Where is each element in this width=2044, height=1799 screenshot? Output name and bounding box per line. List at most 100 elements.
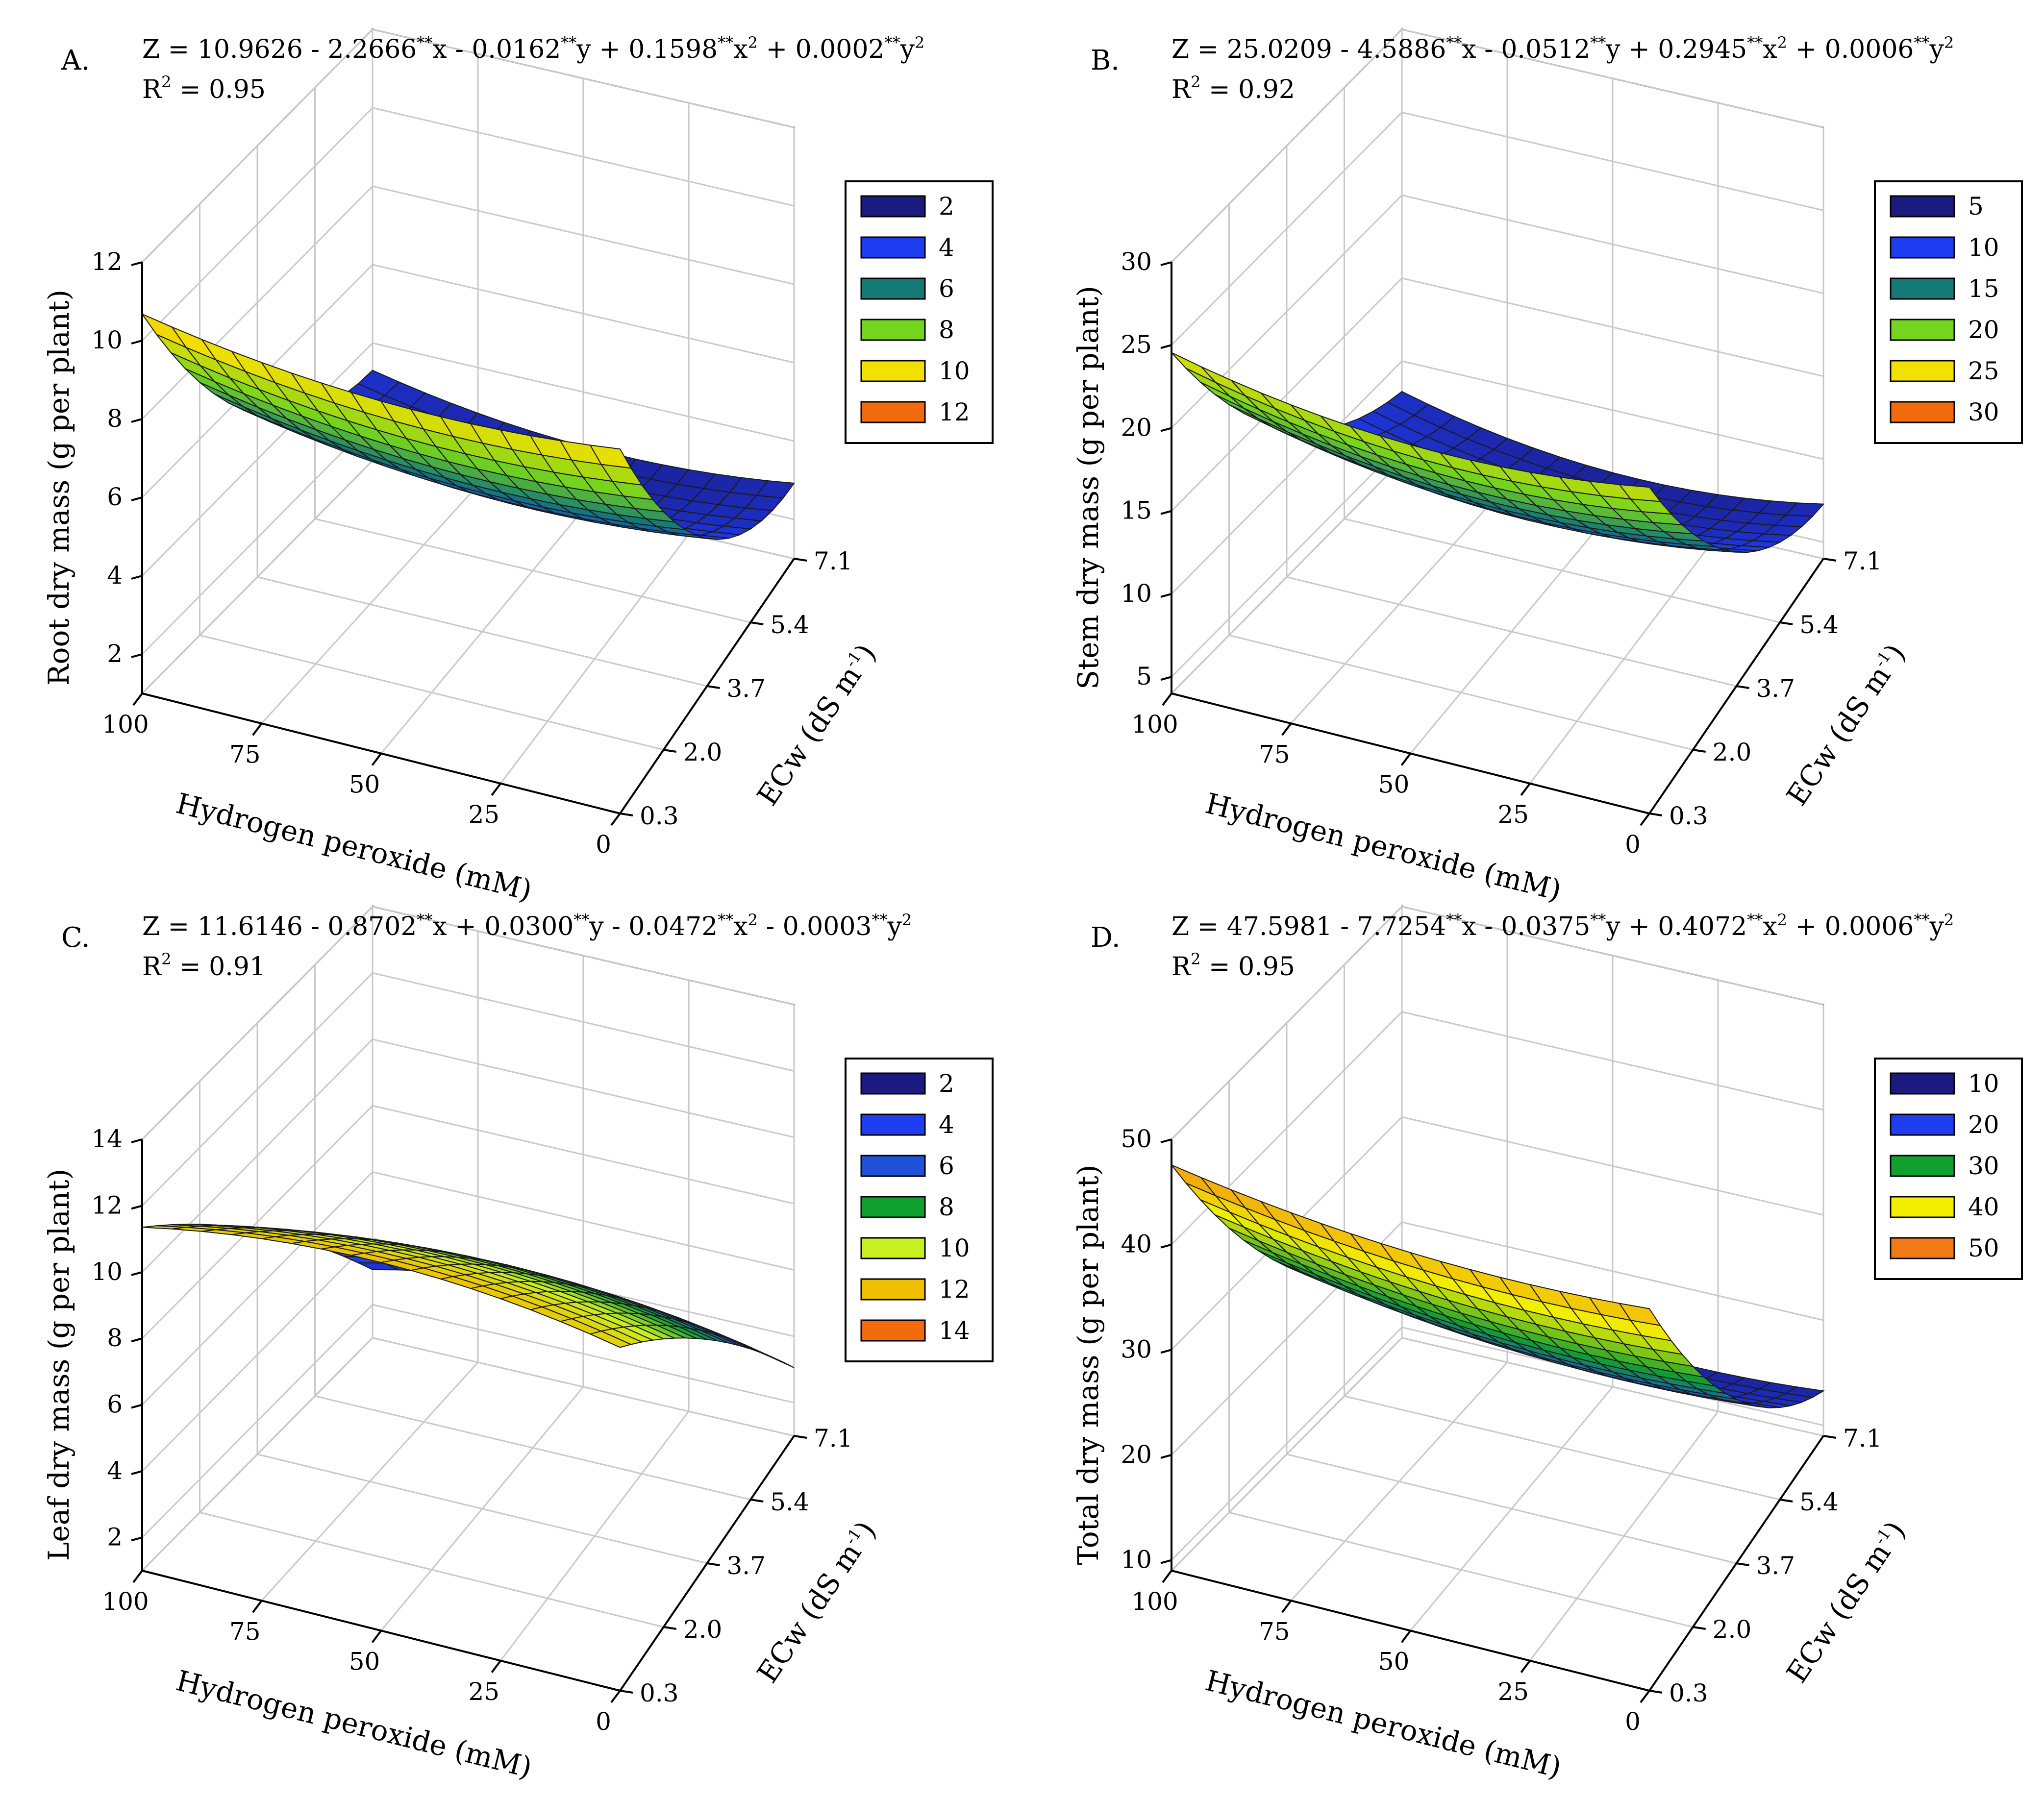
r2-prefix: R xyxy=(1172,75,1192,104)
equation-part: y + 0.1598 xyxy=(576,35,718,64)
legend-label: 10 xyxy=(939,357,970,385)
equation-part: ** xyxy=(872,911,888,929)
legend-label: 12 xyxy=(939,398,970,426)
z-tick-label: 6 xyxy=(107,1390,123,1419)
equation-part: x - 0.0375 xyxy=(1462,912,1590,941)
equation-part: 2 xyxy=(1777,911,1787,929)
panel-B-surface xyxy=(1171,352,1825,553)
ecw-tick-label: 5.4 xyxy=(770,611,809,639)
ecw-tick-label: 7.1 xyxy=(1843,547,1882,575)
z-tick-label: 20 xyxy=(1121,1440,1152,1469)
z-tick-label: 4 xyxy=(107,1456,123,1485)
h2o2-floor-gridline xyxy=(141,1337,374,1572)
surface-patch xyxy=(589,1331,633,1348)
z-tick xyxy=(131,1205,143,1210)
h2o2-tick xyxy=(1162,1570,1172,1583)
surface-patch xyxy=(589,444,632,469)
ecw-tick-label: 3.7 xyxy=(1756,1552,1795,1580)
legend-swatch xyxy=(860,401,926,423)
r2-value: = 0.91 xyxy=(172,952,266,982)
ecw-tick xyxy=(750,621,764,625)
equation-part: ** xyxy=(718,33,733,52)
h2o2-tick xyxy=(371,753,382,766)
h2o2-tick xyxy=(132,692,143,706)
legend-swatch xyxy=(860,1072,926,1095)
legend-label: 20 xyxy=(1968,316,1999,344)
r2-exp: 2 xyxy=(1191,950,1200,968)
z-tick-label: 12 xyxy=(91,1191,123,1219)
h2o2-floor-gridline xyxy=(1529,1411,1719,1661)
legend-swatch xyxy=(860,1237,926,1259)
z-tick xyxy=(131,1271,143,1276)
z-tick xyxy=(1160,427,1172,432)
equation-part: ** xyxy=(561,33,576,52)
z-axis-title: Total dry mass (g per plant) xyxy=(1072,1165,1105,1565)
r2-exp: 2 xyxy=(1191,73,1200,91)
legend-label: 30 xyxy=(1968,398,1999,426)
equation-part: Z = 25.0209 - 4.5886 xyxy=(1172,35,1446,64)
h2o2-floor-gridline xyxy=(141,460,374,694)
h2o2-tick-label: 25 xyxy=(1497,800,1529,829)
h2o2-floor-gridline xyxy=(261,484,479,724)
z-tick-label: 12 xyxy=(91,247,123,276)
equation-part: y xyxy=(900,35,915,64)
h2o2-tick-label: 50 xyxy=(1378,770,1410,799)
equation-part: 2 xyxy=(748,33,758,52)
legend-label: 20 xyxy=(1968,1110,1999,1139)
equation-part: + 0.0002 xyxy=(758,35,885,64)
panel-C-equation: C. Z = 11.6146 - 0.8702**x + 0.0300**y - … xyxy=(61,911,912,982)
z-tick xyxy=(131,1138,143,1143)
panel-A-axes: 2 4 6 8 10 12 0 25 50 75 100 0.3 2.0 3.7 5.4 7.1 xyxy=(91,247,852,859)
ecw-tick-label: 3.7 xyxy=(727,1552,766,1580)
equation-part: ** xyxy=(885,33,900,52)
legend-label: 12 xyxy=(939,1275,970,1304)
h2o2-tick xyxy=(132,1570,143,1583)
h2o2-tick-label: 100 xyxy=(102,710,149,739)
h2o2-tick-label: 25 xyxy=(468,1677,499,1706)
panel-D-equation: D. Z = 47.5981 - 7.7254**x - 0.0375**y + … xyxy=(1091,911,1954,982)
z-tick-label: 40 xyxy=(1121,1230,1152,1258)
z-tick xyxy=(131,653,143,658)
h2o2-tick-label: 50 xyxy=(349,1648,380,1676)
legend-swatch xyxy=(1890,236,1955,259)
r2-value: = 0.95 xyxy=(172,75,266,104)
panel-letter: D. xyxy=(1091,922,1121,954)
equation-part: x - 0.0512 xyxy=(1462,35,1590,64)
ecw-tick-label: 7.1 xyxy=(1843,1424,1882,1453)
ecw-tick xyxy=(1649,813,1663,816)
legend-swatch xyxy=(860,319,926,341)
equation-part: x + 0.0300 xyxy=(432,912,573,941)
z-tick-label: 8 xyxy=(107,1324,123,1352)
ecw-tick xyxy=(707,1562,720,1566)
h2o2-tick xyxy=(1281,723,1292,736)
z-tick xyxy=(1160,592,1172,598)
equation-part: x xyxy=(733,912,748,941)
ecw-tick xyxy=(794,558,807,562)
equation-part: + 0.0006 xyxy=(1787,912,1914,941)
legend-label: 4 xyxy=(939,233,954,262)
ecw-tick xyxy=(663,1626,677,1630)
legend-swatch xyxy=(860,1113,926,1136)
legend-swatch xyxy=(860,360,926,382)
ecw-tick-label: 0.3 xyxy=(1669,802,1708,830)
z-tick xyxy=(1160,261,1172,266)
z-tick-label: 10 xyxy=(1121,579,1152,608)
equation-part: y xyxy=(1929,912,1944,941)
z-tick xyxy=(1160,1243,1172,1249)
legend-swatch xyxy=(1890,1196,1955,1218)
equation-part: y xyxy=(1929,35,1944,64)
equation-part: ** xyxy=(718,911,733,929)
panel-D-surface xyxy=(1171,1164,1825,1408)
legend-swatch xyxy=(1890,1113,1955,1136)
equation-part: ** xyxy=(1590,911,1606,929)
z-tick-label: 4 xyxy=(107,561,123,590)
ecw-tick-label: 0.3 xyxy=(640,802,679,830)
h2o2-floor-gridline xyxy=(1410,509,1614,754)
h2o2-tick xyxy=(252,1600,263,1613)
z-tick xyxy=(131,261,143,266)
h2o2-floor-gridline xyxy=(380,509,584,754)
h2o2-tick xyxy=(610,1690,621,1703)
panel-B-axes: 5 10 15 20 25 30 0 25 50 75 100 0.3 2.0 3.7 5.4 7.1 xyxy=(1121,247,1882,859)
ecw-tick-label: 7.1 xyxy=(814,547,853,575)
h2o2-tick xyxy=(1162,692,1172,706)
